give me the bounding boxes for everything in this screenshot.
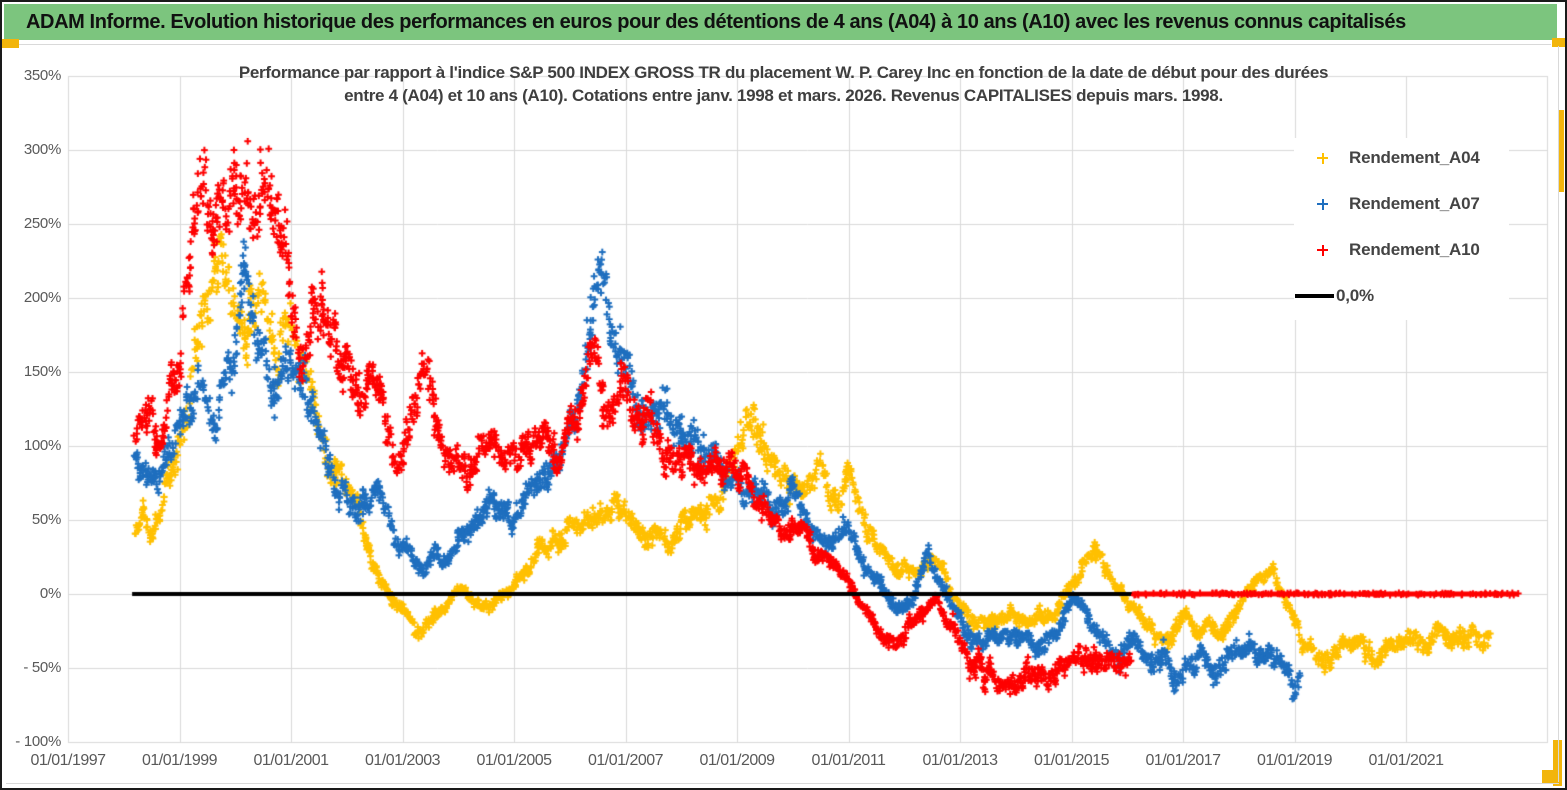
legend-label: Rendement_A04: [1349, 148, 1480, 167]
x-tick-label: 01/01/2013: [922, 752, 998, 769]
x-tick-label: 01/01/1999: [141, 752, 218, 769]
chart-title: Performance par rapport à l'indice S&P 5…: [2, 61, 1565, 107]
legend-label: Rendement_A10: [1349, 240, 1480, 259]
legend-label: 0,0%: [1336, 286, 1374, 305]
y-tick-label: 150%: [23, 363, 61, 380]
y-tick-label: - 50%: [23, 659, 61, 676]
legend-item-a10[interactable]: Rendement_A10: [1294, 238, 1509, 262]
chart-title-line1: Performance par rapport à l'indice S&P 5…: [238, 63, 1329, 82]
x-tick-label: 01/01/2019: [1256, 752, 1333, 769]
y-tick-label: 300%: [23, 141, 61, 158]
legend-label: Rendement_A07: [1349, 194, 1480, 213]
plus-marker-icon: [1317, 244, 1328, 256]
legend[interactable]: Rendement_A04 Rendement_A07 Rendement_A1…: [1294, 138, 1509, 320]
y-tick-label: - 100%: [15, 733, 61, 750]
y-tick-label: 0%: [39, 585, 61, 602]
x-tick-label: 01/01/2021: [1368, 752, 1444, 769]
x-tick-label: 01/01/2005: [476, 752, 552, 769]
x-tick-label: 01/01/2015: [1033, 752, 1110, 769]
legend-item-a04[interactable]: Rendement_A04: [1294, 146, 1509, 170]
x-tick-label: 01/01/2007: [587, 752, 664, 769]
x-tick-label: 01/01/2003: [364, 752, 441, 769]
y-tick-label: 350%: [23, 67, 61, 84]
x-tick-label: 01/01/1997: [30, 752, 106, 769]
chart-title-line2: entre 4 (A04) et 10 ans (A10). Cotations…: [344, 86, 1223, 105]
y-tick-label: 200%: [23, 289, 61, 306]
x-tick-label: 01/01/2011: [811, 752, 886, 769]
y-tick-label: 100%: [23, 437, 61, 454]
x-tick-label: 01/01/2017: [1145, 752, 1221, 769]
plus-marker-icon: [1317, 198, 1328, 210]
y-tick-label: 50%: [31, 511, 61, 528]
legend-item-a07[interactable]: Rendement_A07: [1294, 192, 1509, 216]
x-tick-label: 01/01/2009: [699, 752, 775, 769]
zero-line-icon: [1295, 294, 1334, 298]
plus-marker-icon: [1317, 152, 1328, 164]
x-tick-label: 01/01/2001: [253, 752, 329, 769]
legend-item-zero-line[interactable]: 0,0%: [1294, 284, 1509, 308]
y-tick-label: 250%: [23, 215, 61, 232]
